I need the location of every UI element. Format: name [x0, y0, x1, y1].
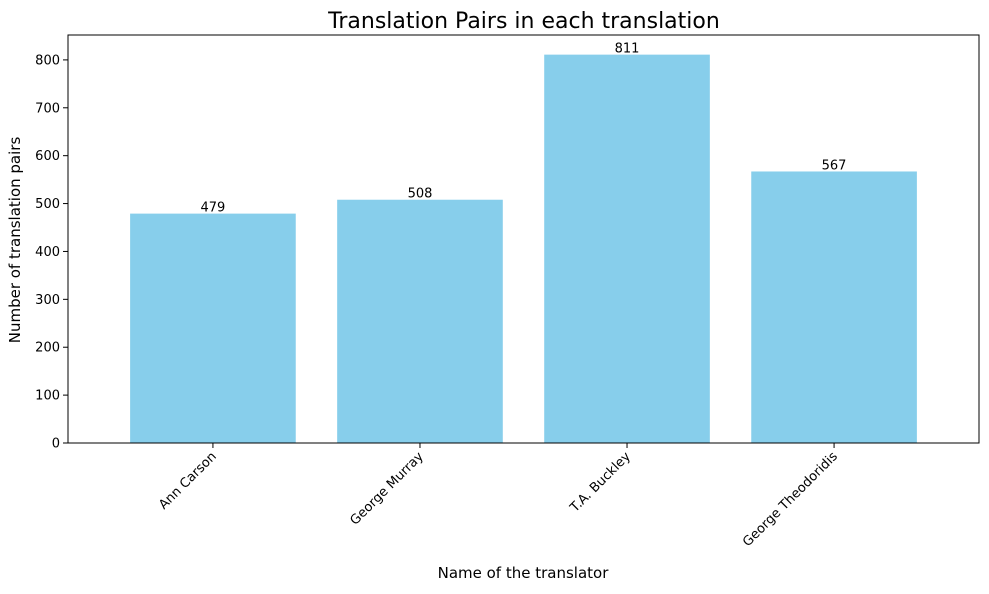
y-tick-label: 500 [35, 197, 60, 212]
x-axis-ticks: Ann Carson George Murray T.A. Buckley Georg… [156, 443, 841, 550]
x-tick-label: George Theodoridis [740, 449, 841, 550]
bar-0 [130, 213, 296, 443]
bar-3 [751, 171, 917, 443]
y-tick-label: 700 [35, 101, 60, 116]
bar-value-label: 811 [615, 42, 640, 57]
bar-value-label: 567 [822, 158, 847, 173]
y-tick-label: 400 [35, 245, 60, 260]
bar-value-label: 508 [408, 187, 433, 202]
y-tick-label: 0 [52, 437, 60, 452]
y-tick-label: 600 [35, 149, 60, 164]
bar-value-label: 479 [201, 201, 226, 216]
y-tick-label: 200 [35, 341, 60, 356]
bar-2 [544, 54, 710, 444]
plot-frame [67, 34, 980, 444]
y-tick-label: 800 [35, 53, 60, 68]
bar-1 [337, 199, 503, 443]
y-axis-ticks: 0 100 200 300 400 500 600 700 800 [35, 53, 68, 452]
x-tick-label: George Murray [348, 449, 427, 528]
x-tick-label: T.A. Buckley [567, 449, 634, 516]
bars-layer [130, 54, 917, 444]
y-axis-label: Number of translation pairs [6, 137, 24, 344]
y-tick-label: 300 [35, 293, 60, 308]
y-tick-label: 100 [35, 389, 60, 404]
chart-title: Translation Pairs in each translation [327, 9, 720, 34]
bar-labels-layer: 479 508 811 567 [201, 42, 847, 216]
x-axis-label: Name of the translator [438, 564, 610, 582]
x-tick-label: Ann Carson [156, 449, 220, 513]
